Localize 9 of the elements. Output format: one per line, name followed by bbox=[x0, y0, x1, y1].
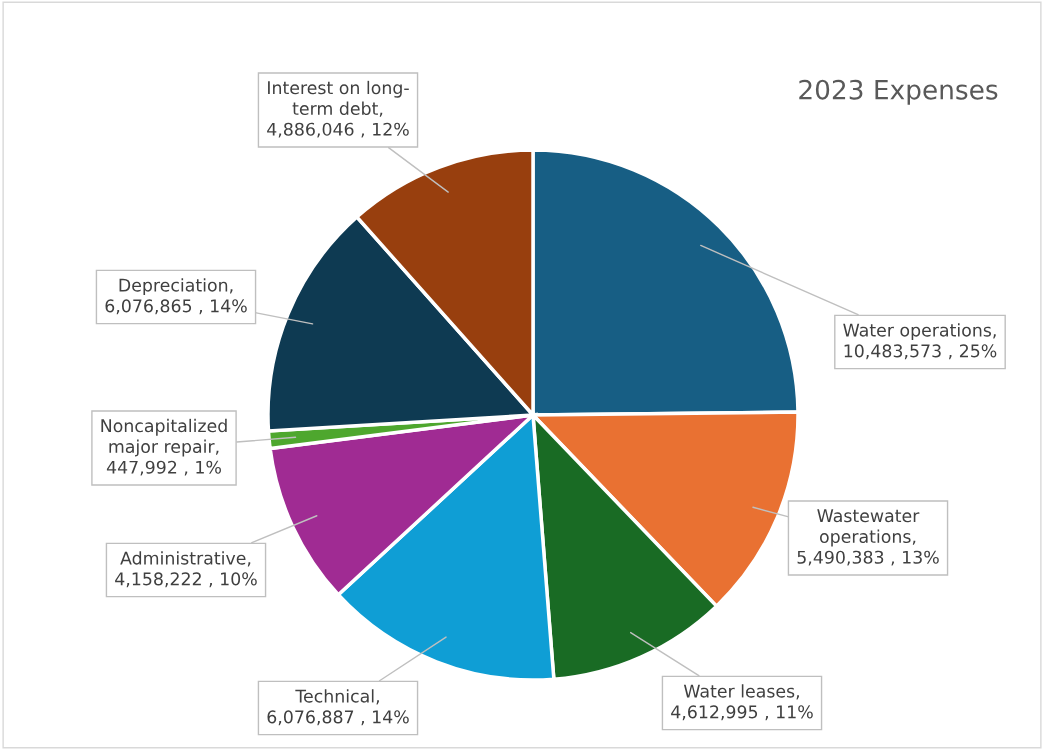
slice-label: Water operations, 10,483,573 , 25% bbox=[843, 323, 997, 360]
slice-label: Wastewater operations, 5,490,383 , 13% bbox=[797, 509, 939, 566]
slice-label: Administrative, 4,158,222 , 10% bbox=[115, 551, 257, 588]
chart-title: 2023 Expenses bbox=[799, 79, 998, 105]
slice-label: Noncapitalized major repair, 447,992 , 1% bbox=[101, 418, 227, 476]
slice-label: Interest on long-term debt, 4,886,046 , 12% bbox=[267, 80, 409, 138]
slice-label: Water leases, 4,612,995 , 11% bbox=[671, 684, 813, 721]
slice-label: Technical, 6,076,887 , 14% bbox=[267, 689, 409, 726]
slice-label: Depreciation, 6,076,865 , 14% bbox=[105, 278, 247, 315]
